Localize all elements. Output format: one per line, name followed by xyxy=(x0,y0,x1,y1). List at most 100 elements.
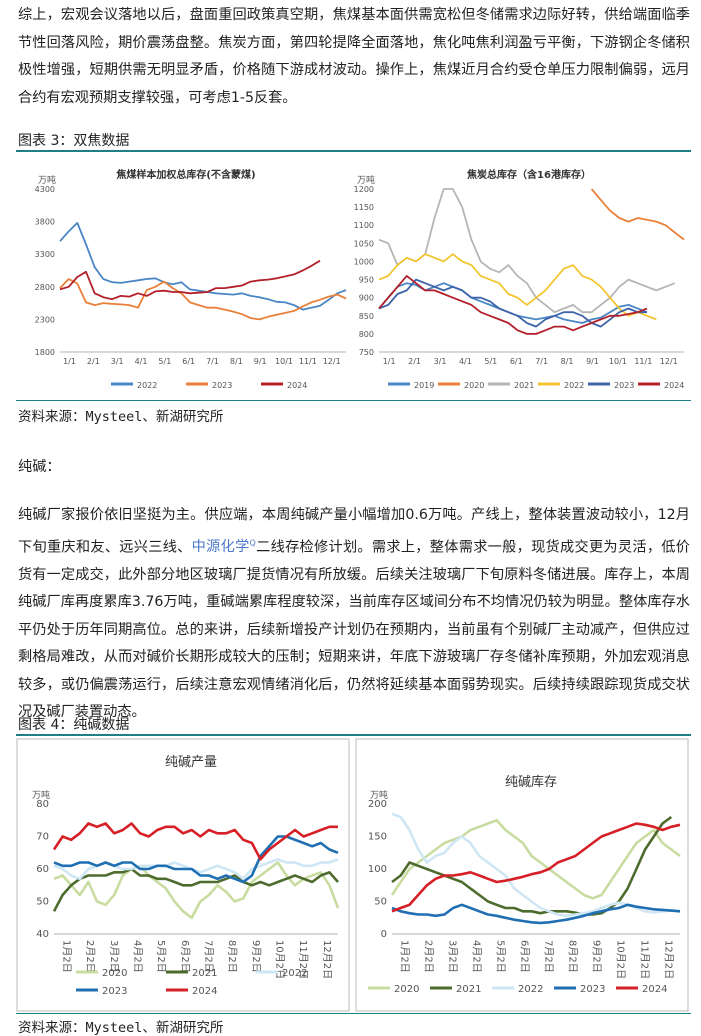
series-line-2021 xyxy=(378,188,676,314)
y-tick-label: 3300 xyxy=(35,250,55,259)
y-tick-label: 60 xyxy=(36,864,49,875)
figure4-title: 图表 4：纯碱数据 xyxy=(18,717,130,733)
series-line-2022 xyxy=(391,812,681,918)
legend-label: 2021 xyxy=(514,381,534,390)
x-tick-label: 12月2日 xyxy=(321,940,333,979)
y-tick-label: 750 xyxy=(359,348,374,357)
x-tick-label: 12/1 xyxy=(660,357,678,366)
y-unit-label: 万吨 xyxy=(357,174,375,186)
y-tick-label: 100 xyxy=(368,864,387,875)
y-tick-label: 1000 xyxy=(354,257,374,266)
x-tick-label: 9/1 xyxy=(586,357,599,366)
y-tick-label: 80 xyxy=(36,799,49,810)
legend-soda-output-row2: 2023 2024 xyxy=(76,986,217,997)
zhongyuan-chemical-link[interactable]: 中源化学Q xyxy=(191,538,256,556)
x-tick-label: 5月2日 xyxy=(155,940,167,973)
figure3-top-rule xyxy=(16,150,691,152)
series-line-2024 xyxy=(59,259,321,301)
legend-soda-output-row1: 2020 2021 2022 xyxy=(76,968,307,979)
x-tick-label: 7月2日 xyxy=(543,940,555,973)
search-icon: Q xyxy=(249,538,256,548)
figure4-source: 资料来源：Mysteel、新湖研究所 xyxy=(18,1020,224,1036)
intro-paragraph: 综上，宏观会议落地以后，盘面重回政策真空期，焦煤基本面供需宽松但冬储需求边际好转… xyxy=(18,7,690,106)
x-tick-label: 6月2日 xyxy=(179,940,191,973)
y-tick-label: 40 xyxy=(36,929,49,940)
series-line-2021 xyxy=(52,867,339,912)
legend-label: 2022 xyxy=(282,968,307,979)
x-tick-label: 11/1 xyxy=(634,357,652,366)
legend-label: 2021 xyxy=(192,968,217,979)
x-tick-label: 9/1 xyxy=(254,357,267,366)
legend-label: 2024 xyxy=(287,381,307,390)
figure3-charts: 焦煤样本加权总库存(不含蒙煤) 万吨 1800 2300 2800 3300 3800 430… xyxy=(35,168,685,390)
x-tick-label: 6/1 xyxy=(510,357,523,366)
x-tick-label: 8月2日 xyxy=(567,940,579,973)
figure3-source: 资料来源：Mysteel、新湖研究所 xyxy=(18,409,224,425)
soda-inventory-panel xyxy=(355,738,689,1012)
x-tick-label: 8/1 xyxy=(230,357,243,366)
x-tick-label: 4/1 xyxy=(135,357,148,366)
legend-label: 2023 xyxy=(212,381,232,390)
x-tick-label: 2/1 xyxy=(408,357,421,366)
series-line-2022 xyxy=(59,222,347,311)
y-tick-label: 1200 xyxy=(354,185,374,194)
x-tick-label: 4/1 xyxy=(459,357,472,366)
x-tick-label: 3月2日 xyxy=(108,940,120,973)
x-tick-label: 1月2日 xyxy=(60,940,72,973)
y-unit-label: 万吨 xyxy=(32,789,50,801)
legend-soda-inventory: 2020 2021 2022 2023 2024 xyxy=(368,984,667,995)
legend-label: 2022 xyxy=(564,381,584,390)
y-tick-label: 50 xyxy=(374,897,387,908)
figure4-top-rule xyxy=(16,734,691,736)
y-tick-label: 150 xyxy=(368,832,387,843)
x-tick-label: 7月2日 xyxy=(202,940,214,973)
y-tick-label: 1150 xyxy=(354,203,374,212)
x-tick-label: 4月2日 xyxy=(131,940,143,973)
series-line-2023 xyxy=(59,278,347,321)
legend-coke: 2019 2020 2021 2022 2023 2024 xyxy=(388,381,684,390)
x-tick-label: 12/1 xyxy=(323,357,341,366)
chart-title: 焦煤样本加权总库存(不含蒙煤) xyxy=(115,168,255,181)
x-tick-label: 9月2日 xyxy=(591,940,603,973)
x-tick-label: 10月2日 xyxy=(615,940,627,979)
soda-output-panel xyxy=(16,738,350,1012)
x-tick-label: 10/1 xyxy=(275,357,293,366)
chart-title: 焦炭总库存（含16港库存） xyxy=(466,168,591,181)
legend-label: 2019 xyxy=(414,381,434,390)
zhongyuan-chemical-link-text[interactable]: 中源化学 xyxy=(191,539,250,556)
x-tick-label: 2月2日 xyxy=(84,940,96,973)
legend-coal: 2022 2023 2024 xyxy=(111,381,307,390)
y-tick-label: 3800 xyxy=(35,218,55,227)
x-tick-label: 10/1 xyxy=(609,357,627,366)
x-tick-label: 5/1 xyxy=(158,357,171,366)
legend-label: 2020 xyxy=(394,984,419,995)
y-unit-label: 万吨 xyxy=(38,174,56,186)
x-tick-label: 5月2日 xyxy=(495,940,507,973)
y-tick-label: 1800 xyxy=(35,348,55,357)
series-line-2023 xyxy=(391,903,681,925)
x-tick-label: 1/1 xyxy=(383,357,396,366)
series-line-2024 xyxy=(378,275,648,335)
series-line-2024 xyxy=(52,822,338,861)
x-tick-label: 8/1 xyxy=(561,357,574,366)
x-tick-label: 9月2日 xyxy=(250,940,262,973)
x-tick-label: 1月2日 xyxy=(399,940,411,973)
x-tick-label: 11月2日 xyxy=(297,940,309,979)
x-tick-label: 7/1 xyxy=(206,357,219,366)
y-tick-label: 800 xyxy=(359,330,374,339)
x-tick-label: 2/1 xyxy=(87,357,100,366)
legend-label: 2024 xyxy=(192,986,217,997)
x-tick-label: 3月2日 xyxy=(447,940,459,973)
x-tick-label: 6/1 xyxy=(182,357,195,366)
y-tick-label: 950 xyxy=(359,276,374,285)
legend-label: 2024 xyxy=(642,984,667,995)
x-tick-label: 3/1 xyxy=(111,357,124,366)
x-tick-label: 3/1 xyxy=(434,357,447,366)
legend-label: 2020 xyxy=(464,381,484,390)
chart-coke-inventory: 焦炭总库存（含16港库存） 万吨 750 800 850 900 950 1000 1050 11… xyxy=(354,168,685,366)
legend-label: 2023 xyxy=(102,986,127,997)
legend-label: 2020 xyxy=(102,968,127,979)
